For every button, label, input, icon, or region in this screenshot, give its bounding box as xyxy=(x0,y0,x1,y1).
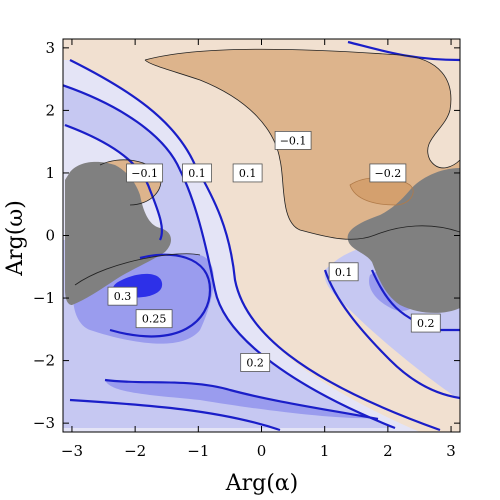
y-tick-label: −2 xyxy=(33,352,55,370)
contour-labels: −0.1 0.1 0.1 −0.1 −0.2 0.1 0.3 0.25 0.2 0.2 xyxy=(107,131,441,372)
contour-label: −0.1 xyxy=(126,163,164,183)
contour-label-text: 0.1 xyxy=(335,266,353,279)
contour-label-text: 0.2 xyxy=(417,317,435,330)
contour-line xyxy=(323,269,460,400)
contour-line xyxy=(144,59,460,240)
x-tick-label: 0 xyxy=(257,442,267,460)
contour-label-box xyxy=(369,163,407,183)
region-pos-mid-bottom xyxy=(105,380,375,419)
contour-line xyxy=(64,123,164,241)
y-tick-label: 3 xyxy=(45,39,55,57)
contour-label-text: −0.2 xyxy=(375,167,402,180)
x-tick-label: −3 xyxy=(61,442,83,460)
y-axis-label: Arg(ω) xyxy=(3,200,28,277)
region-neg-high xyxy=(350,177,414,205)
y-tick-label: −3 xyxy=(33,414,55,432)
x-tick-label: −2 xyxy=(124,442,146,460)
excluded-region-right xyxy=(347,168,460,313)
contour-label-box xyxy=(240,353,271,372)
contour-line xyxy=(74,253,201,286)
contour-label: 0.1 xyxy=(182,163,212,183)
contour-label-box xyxy=(126,163,164,183)
x-tick-label: 1 xyxy=(320,442,330,460)
excluded-region-left xyxy=(65,161,172,305)
contour-label: 0.25 xyxy=(135,309,173,329)
contour-label-box xyxy=(182,163,212,183)
x-tick-label: −1 xyxy=(187,442,209,460)
contour-label: 0.1 xyxy=(232,163,263,183)
contour-label: 0.1 xyxy=(328,262,359,282)
contour-line xyxy=(347,40,460,62)
x-tick-label: 2 xyxy=(383,442,393,460)
contour-label-text: 0.25 xyxy=(142,313,167,326)
x-axis-ticks: −3 −2 −1 0 1 2 3 xyxy=(61,39,456,460)
contour-label: 0.2 xyxy=(410,313,441,333)
contour-line xyxy=(63,84,396,430)
contour-label-text: 0.3 xyxy=(114,290,132,303)
contour-label-text: −0.1 xyxy=(280,134,307,147)
contour-label-box xyxy=(328,262,359,282)
contour-label-text: 0.1 xyxy=(188,167,206,180)
contour-label-box xyxy=(410,313,441,333)
contour-label-text: −0.1 xyxy=(131,167,158,180)
contour-line xyxy=(144,48,460,169)
contour-label-text: 0.2 xyxy=(246,356,264,369)
contour-lines xyxy=(63,40,460,432)
contour-label: 0.2 xyxy=(240,353,271,372)
contour-label-box xyxy=(274,131,312,150)
x-tick-label: 3 xyxy=(446,442,456,460)
y-axis-ticks: −3 −2 −1 0 1 2 3 xyxy=(33,39,460,432)
contour-label-text: 0.1 xyxy=(239,167,257,180)
contour-label-box xyxy=(107,286,138,306)
contour-label: −0.2 xyxy=(369,163,407,183)
contour-label: −0.1 xyxy=(274,131,312,150)
y-tick-label: 2 xyxy=(45,101,55,119)
y-tick-label: −1 xyxy=(33,289,55,307)
contour-label: 0.3 xyxy=(107,286,138,306)
x-axis-label: Arg(α) xyxy=(225,471,299,496)
contour-regions xyxy=(63,39,460,432)
y-tick-label: 1 xyxy=(45,164,55,182)
y-tick-label: 0 xyxy=(45,227,55,245)
contour-line xyxy=(104,378,379,421)
contour-label-box xyxy=(232,163,263,183)
contour-line xyxy=(69,59,441,432)
contour-label-box xyxy=(135,309,173,329)
contour-line xyxy=(109,253,212,338)
contour-line xyxy=(69,398,281,432)
